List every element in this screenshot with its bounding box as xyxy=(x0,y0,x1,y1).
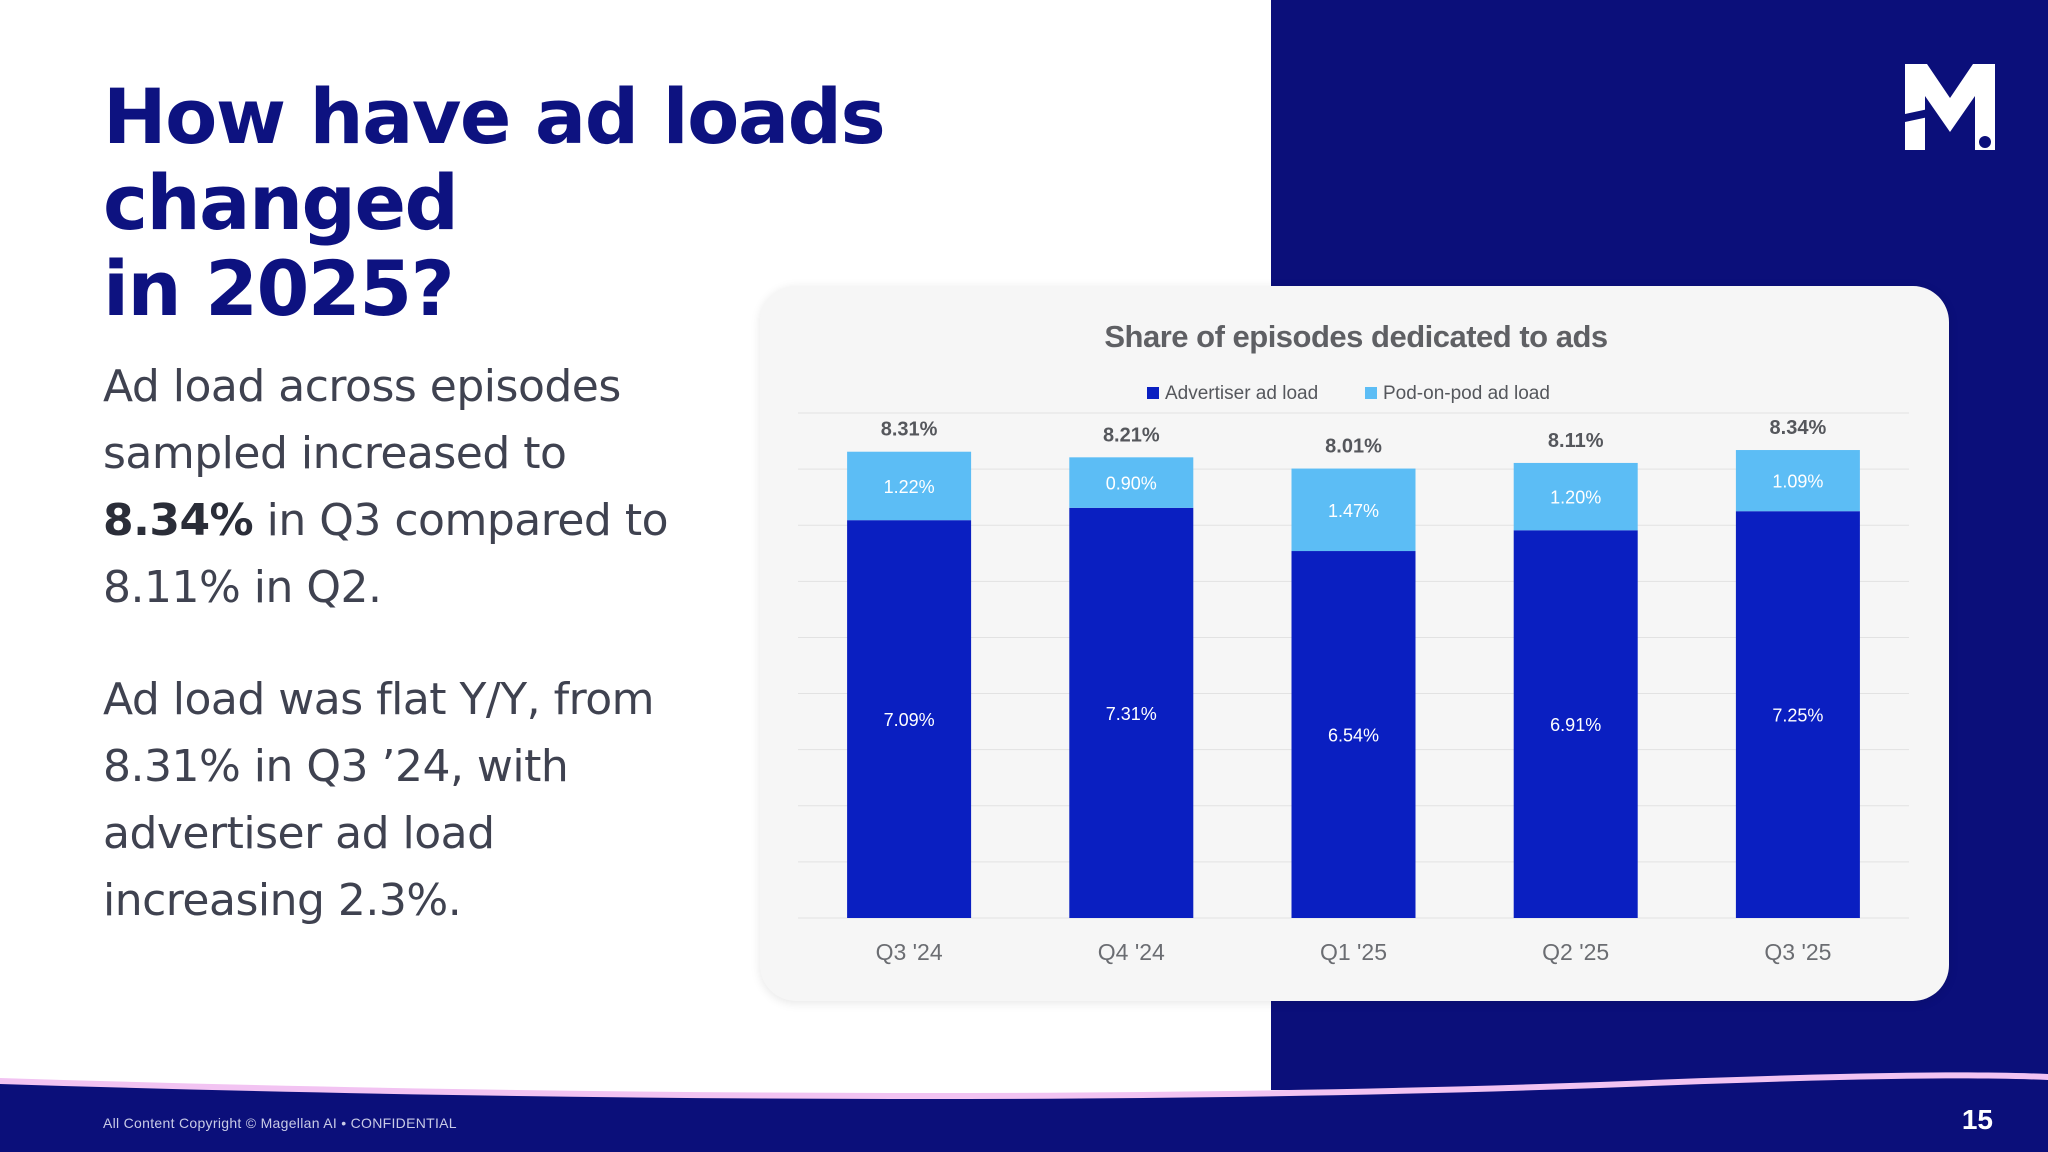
legend-swatch-advertiser xyxy=(1147,387,1159,399)
bar-advertiser-ad-load xyxy=(1291,551,1416,918)
footer-wave xyxy=(0,1072,2048,1152)
title-line-2: in 2025? xyxy=(103,244,455,333)
data-label-advertiser: 6.91% xyxy=(1550,715,1601,735)
chart-title: Share of episodes dedicated to ads xyxy=(1104,319,1607,354)
data-label-total: 8.31% xyxy=(881,419,938,441)
x-axis-tick-label: Q3 '24 xyxy=(876,939,943,965)
data-label-pod-on-pod: 0.90% xyxy=(1106,474,1157,494)
data-label-advertiser: 7.31% xyxy=(1106,704,1157,724)
stacked-bar-chart: Share of episodes dedicated to ads Adver… xyxy=(798,319,1909,965)
bar-advertiser-ad-load xyxy=(847,520,972,918)
bar-advertiser-ad-load xyxy=(1735,511,1860,918)
bar-pod-on-pod-ad-load xyxy=(1513,462,1638,531)
chart-card: Share of episodes dedicated to ads Adver… xyxy=(760,286,1949,1001)
para1-line3: in Q3 compared to xyxy=(253,495,669,546)
bar-advertiser-ad-load xyxy=(1513,530,1638,918)
para2-line4: increasing 2.3%. xyxy=(103,875,462,926)
bar-pod-on-pod-ad-load xyxy=(1291,468,1416,552)
summary-paragraph-1: Ad load across episodes sampled increase… xyxy=(103,353,743,621)
data-label-total: 8.11% xyxy=(1548,430,1604,452)
x-axis-tick-label: Q3 '25 xyxy=(1764,939,1831,965)
para2-line1: Ad load was flat Y/Y, from xyxy=(103,674,655,725)
page-number: 15 xyxy=(1961,1104,1993,1135)
data-label-advertiser: 6.54% xyxy=(1328,726,1379,746)
data-label-advertiser: 7.09% xyxy=(884,710,935,730)
summary-paragraph-2: Ad load was flat Y/Y, from 8.31% in Q3 ’… xyxy=(103,666,743,934)
data-label-total: 8.21% xyxy=(1103,424,1160,446)
data-label-pod-on-pod: 1.20% xyxy=(1550,488,1601,508)
bar-pod-on-pod-ad-load xyxy=(847,451,972,521)
data-label-pod-on-pod: 1.09% xyxy=(1772,472,1823,492)
legend-swatch-pod xyxy=(1365,387,1377,399)
legend-label-pod: Pod-on-pod ad load xyxy=(1383,383,1550,404)
data-label-pod-on-pod: 1.22% xyxy=(884,477,935,497)
data-label-total: 8.01% xyxy=(1325,436,1382,458)
x-axis-tick-label: Q4 '24 xyxy=(1098,939,1165,965)
data-label-pod-on-pod: 1.47% xyxy=(1328,501,1379,521)
title-line-1: How have ad loads changed xyxy=(103,72,886,247)
para1-highlight: 8.34% xyxy=(103,495,254,546)
bar-advertiser-ad-load xyxy=(1069,507,1194,918)
slide-title: How have ad loads changed in 2025? xyxy=(103,74,1253,332)
footer-copyright: All Content Copyright © Magellan AI • CO… xyxy=(103,1115,457,1131)
para2-line3: advertiser ad load xyxy=(103,808,495,859)
para1-line2: sampled increased to xyxy=(103,428,567,479)
para2-line2: 8.31% in Q3 ’24, with xyxy=(103,741,569,792)
data-label-advertiser: 7.25% xyxy=(1772,706,1823,726)
x-axis-tick-label: Q2 '25 xyxy=(1542,939,1609,965)
legend-label-advertiser: Advertiser ad load xyxy=(1165,383,1318,404)
data-label-total: 8.34% xyxy=(1770,417,1827,439)
para1-line1: Ad load across episodes xyxy=(103,361,621,412)
para1-line4: 8.11% in Q2. xyxy=(103,562,382,613)
bar-pod-on-pod-ad-load xyxy=(1735,450,1860,512)
x-axis-tick-label: Q1 '25 xyxy=(1320,939,1387,965)
magellan-logo-icon xyxy=(1905,64,1995,150)
bar-pod-on-pod-ad-load xyxy=(1069,457,1194,508)
